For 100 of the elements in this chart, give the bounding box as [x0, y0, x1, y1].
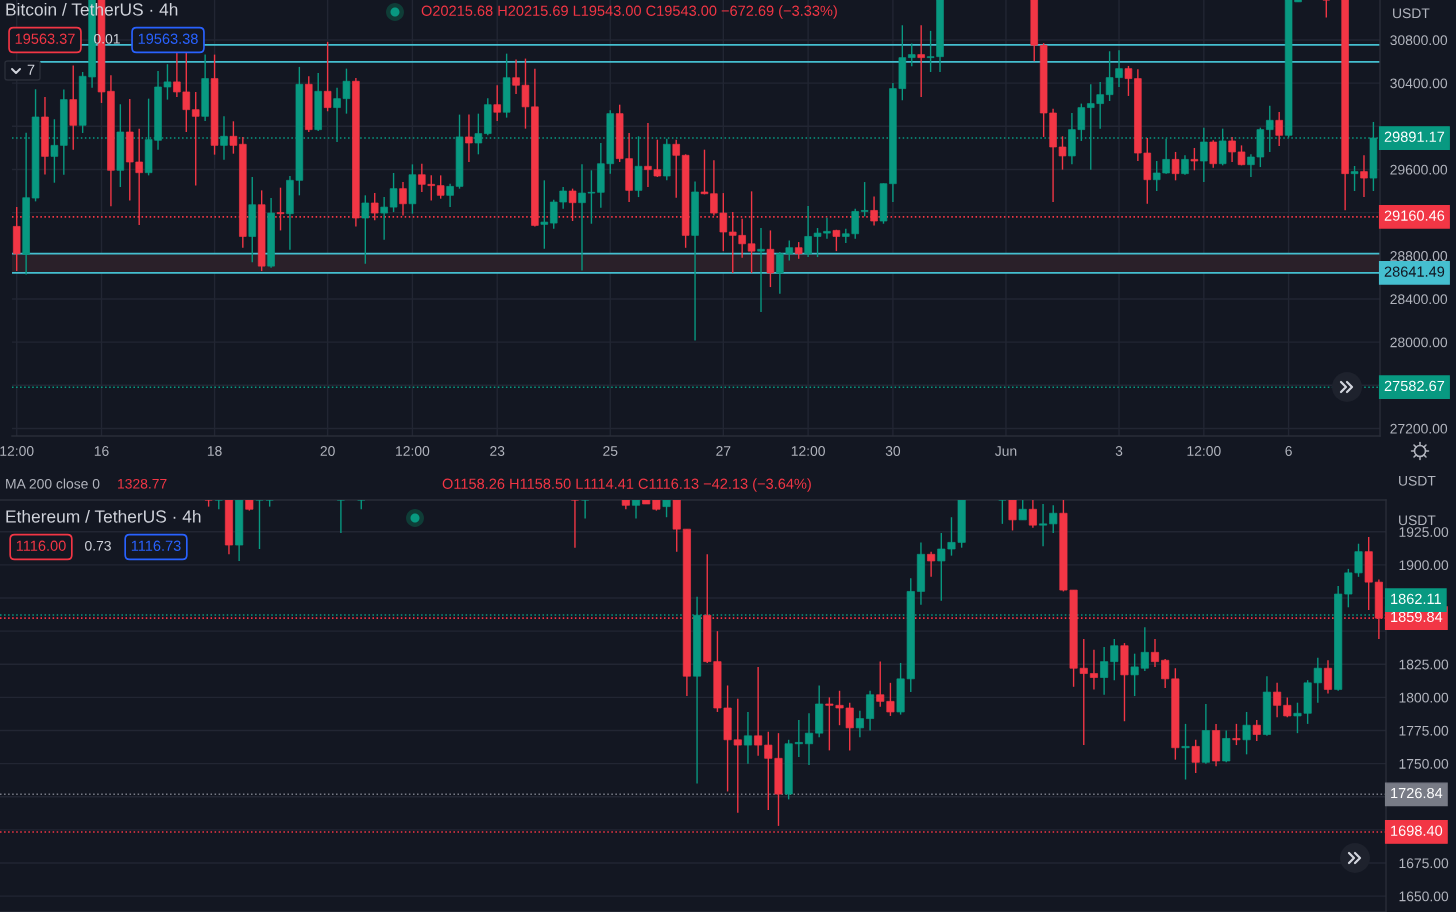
candlestick — [1181, 723, 1190, 781]
candlestick — [1275, 111, 1283, 147]
ref-line-label: 27582.67 — [1384, 380, 1445, 392]
candlestick — [1191, 739, 1200, 774]
candlestick — [860, 181, 869, 218]
y-tick-label: 28400.00 — [1390, 294, 1448, 305]
candlestick — [191, 91, 200, 187]
annotation: 19563.37 — [15, 33, 75, 44]
y-tick-label: 30800.00 — [1390, 35, 1448, 46]
candlestick — [1171, 151, 1180, 182]
candlestick — [1028, 500, 1037, 529]
candlestick — [927, 550, 936, 578]
candlestick — [998, 500, 1007, 525]
candlestick — [465, 113, 473, 163]
x-tick-label: 6 — [1285, 446, 1292, 456]
ref-line-label: 29160.46 — [1384, 210, 1445, 221]
candlestick — [570, 500, 579, 549]
candlestick — [672, 138, 680, 199]
x-tick-label: 18 — [207, 446, 222, 456]
y-tick-label: 1925.00 — [1399, 527, 1449, 537]
x-tick-label: 16 — [94, 446, 109, 456]
annotation: 19563.38 — [138, 33, 198, 44]
annotation: 0.73 — [85, 540, 111, 551]
candlestick — [1181, 154, 1189, 176]
text: MA 200 close 0 — [6, 478, 100, 489]
candlestick — [1039, 503, 1048, 548]
candlestick — [908, 42, 916, 67]
y-tick-label: 1675.00 — [1399, 858, 1449, 869]
candlestick — [1130, 652, 1139, 697]
candlestick — [754, 666, 763, 757]
x-tick-label: 12:00 — [396, 446, 430, 456]
x-tick-label: 25 — [603, 446, 618, 456]
candlestick — [794, 719, 803, 758]
y-tick-label: 1825.00 — [1399, 659, 1449, 670]
y-tick-label: 1900.00 — [1399, 560, 1449, 571]
candlestick — [229, 120, 238, 155]
candlestick — [1360, 154, 1368, 198]
text: USDT — [1399, 475, 1436, 486]
candlestick — [323, 41, 332, 112]
y-tick-label: 1750.00 — [1399, 758, 1449, 769]
candlestick — [1161, 658, 1170, 689]
candlestick — [757, 227, 765, 313]
candlestick — [766, 229, 775, 288]
candlestick — [1150, 638, 1160, 668]
annotation: 1116.00 — [16, 540, 66, 551]
candlestick — [1222, 729, 1231, 763]
y-axis-title: USDT — [1393, 8, 1430, 19]
chart-subtitle: O1158.26 H1158.50 L1114.41 C1116.13 −42.13 (−3.64%) — [442, 478, 811, 492]
y-tick-label: 28800.00 — [1390, 251, 1448, 261]
x-tick-label: 12:00 — [791, 446, 825, 456]
x-tick-label: 20 — [320, 446, 335, 456]
candlestick — [1209, 139, 1217, 169]
y-tick-label: 28000.00 — [1390, 337, 1448, 348]
candlestick — [1323, 659, 1333, 695]
candlestick — [1232, 723, 1241, 746]
candlestick — [436, 174, 445, 200]
ref-line-label: 1859.84 — [1391, 611, 1443, 623]
x-tick-label: 27 — [716, 446, 731, 456]
ref-line-label: 1698.40 — [1391, 825, 1443, 836]
candlestick — [805, 712, 814, 766]
ref-line-label: 1862.11 — [1391, 593, 1441, 605]
candlestick — [1252, 719, 1261, 742]
x-tick-label: 12:00 — [1187, 446, 1221, 456]
chart-subtitle: O20215.68 H20215.69 L19543.00 C19543.00 −672.69 (−3.33%) — [421, 5, 837, 19]
ref-line-label: 29891.17 — [1384, 131, 1445, 142]
candlestick — [1140, 626, 1149, 672]
x-tick-label: 30 — [885, 446, 901, 456]
candlestick — [1100, 646, 1109, 696]
y-axis-title: USDT — [1399, 515, 1436, 526]
x-tick-label: 3 — [1115, 446, 1123, 456]
candlestick — [1273, 682, 1282, 718]
candlestick — [389, 172, 398, 213]
y-tick-label: 27200.00 — [1390, 423, 1448, 434]
text: 1328.77 — [118, 478, 167, 489]
x-tick-label: Jun — [994, 446, 1017, 456]
candlestick — [493, 84, 501, 122]
candlestick — [1242, 711, 1251, 756]
y-tick-label: 1650.00 — [1399, 891, 1449, 902]
y-tick-label: 30400.00 — [1390, 78, 1448, 89]
candlestick — [632, 500, 641, 520]
candlestick — [1124, 65, 1133, 97]
candlestick — [540, 179, 549, 250]
candlestick — [1008, 500, 1017, 532]
candlestick — [1049, 504, 1058, 534]
candlestick — [855, 709, 864, 738]
candlestick — [581, 500, 590, 520]
candlestick — [255, 500, 264, 550]
candlestick — [336, 500, 345, 534]
annotation: 1116.73 — [131, 540, 181, 551]
candlestick — [1018, 500, 1027, 521]
x-tick-label: 12:00 — [0, 446, 34, 456]
candlestick — [1190, 147, 1199, 171]
y-tick-label: 1775.00 — [1399, 725, 1449, 736]
candlestick — [399, 181, 407, 217]
candlestick — [917, 24, 925, 98]
candlestick — [1110, 638, 1119, 681]
annotation: 7 — [27, 64, 35, 75]
candlestick — [866, 690, 875, 732]
candlestick — [380, 196, 388, 241]
candlestick — [1313, 656, 1322, 704]
